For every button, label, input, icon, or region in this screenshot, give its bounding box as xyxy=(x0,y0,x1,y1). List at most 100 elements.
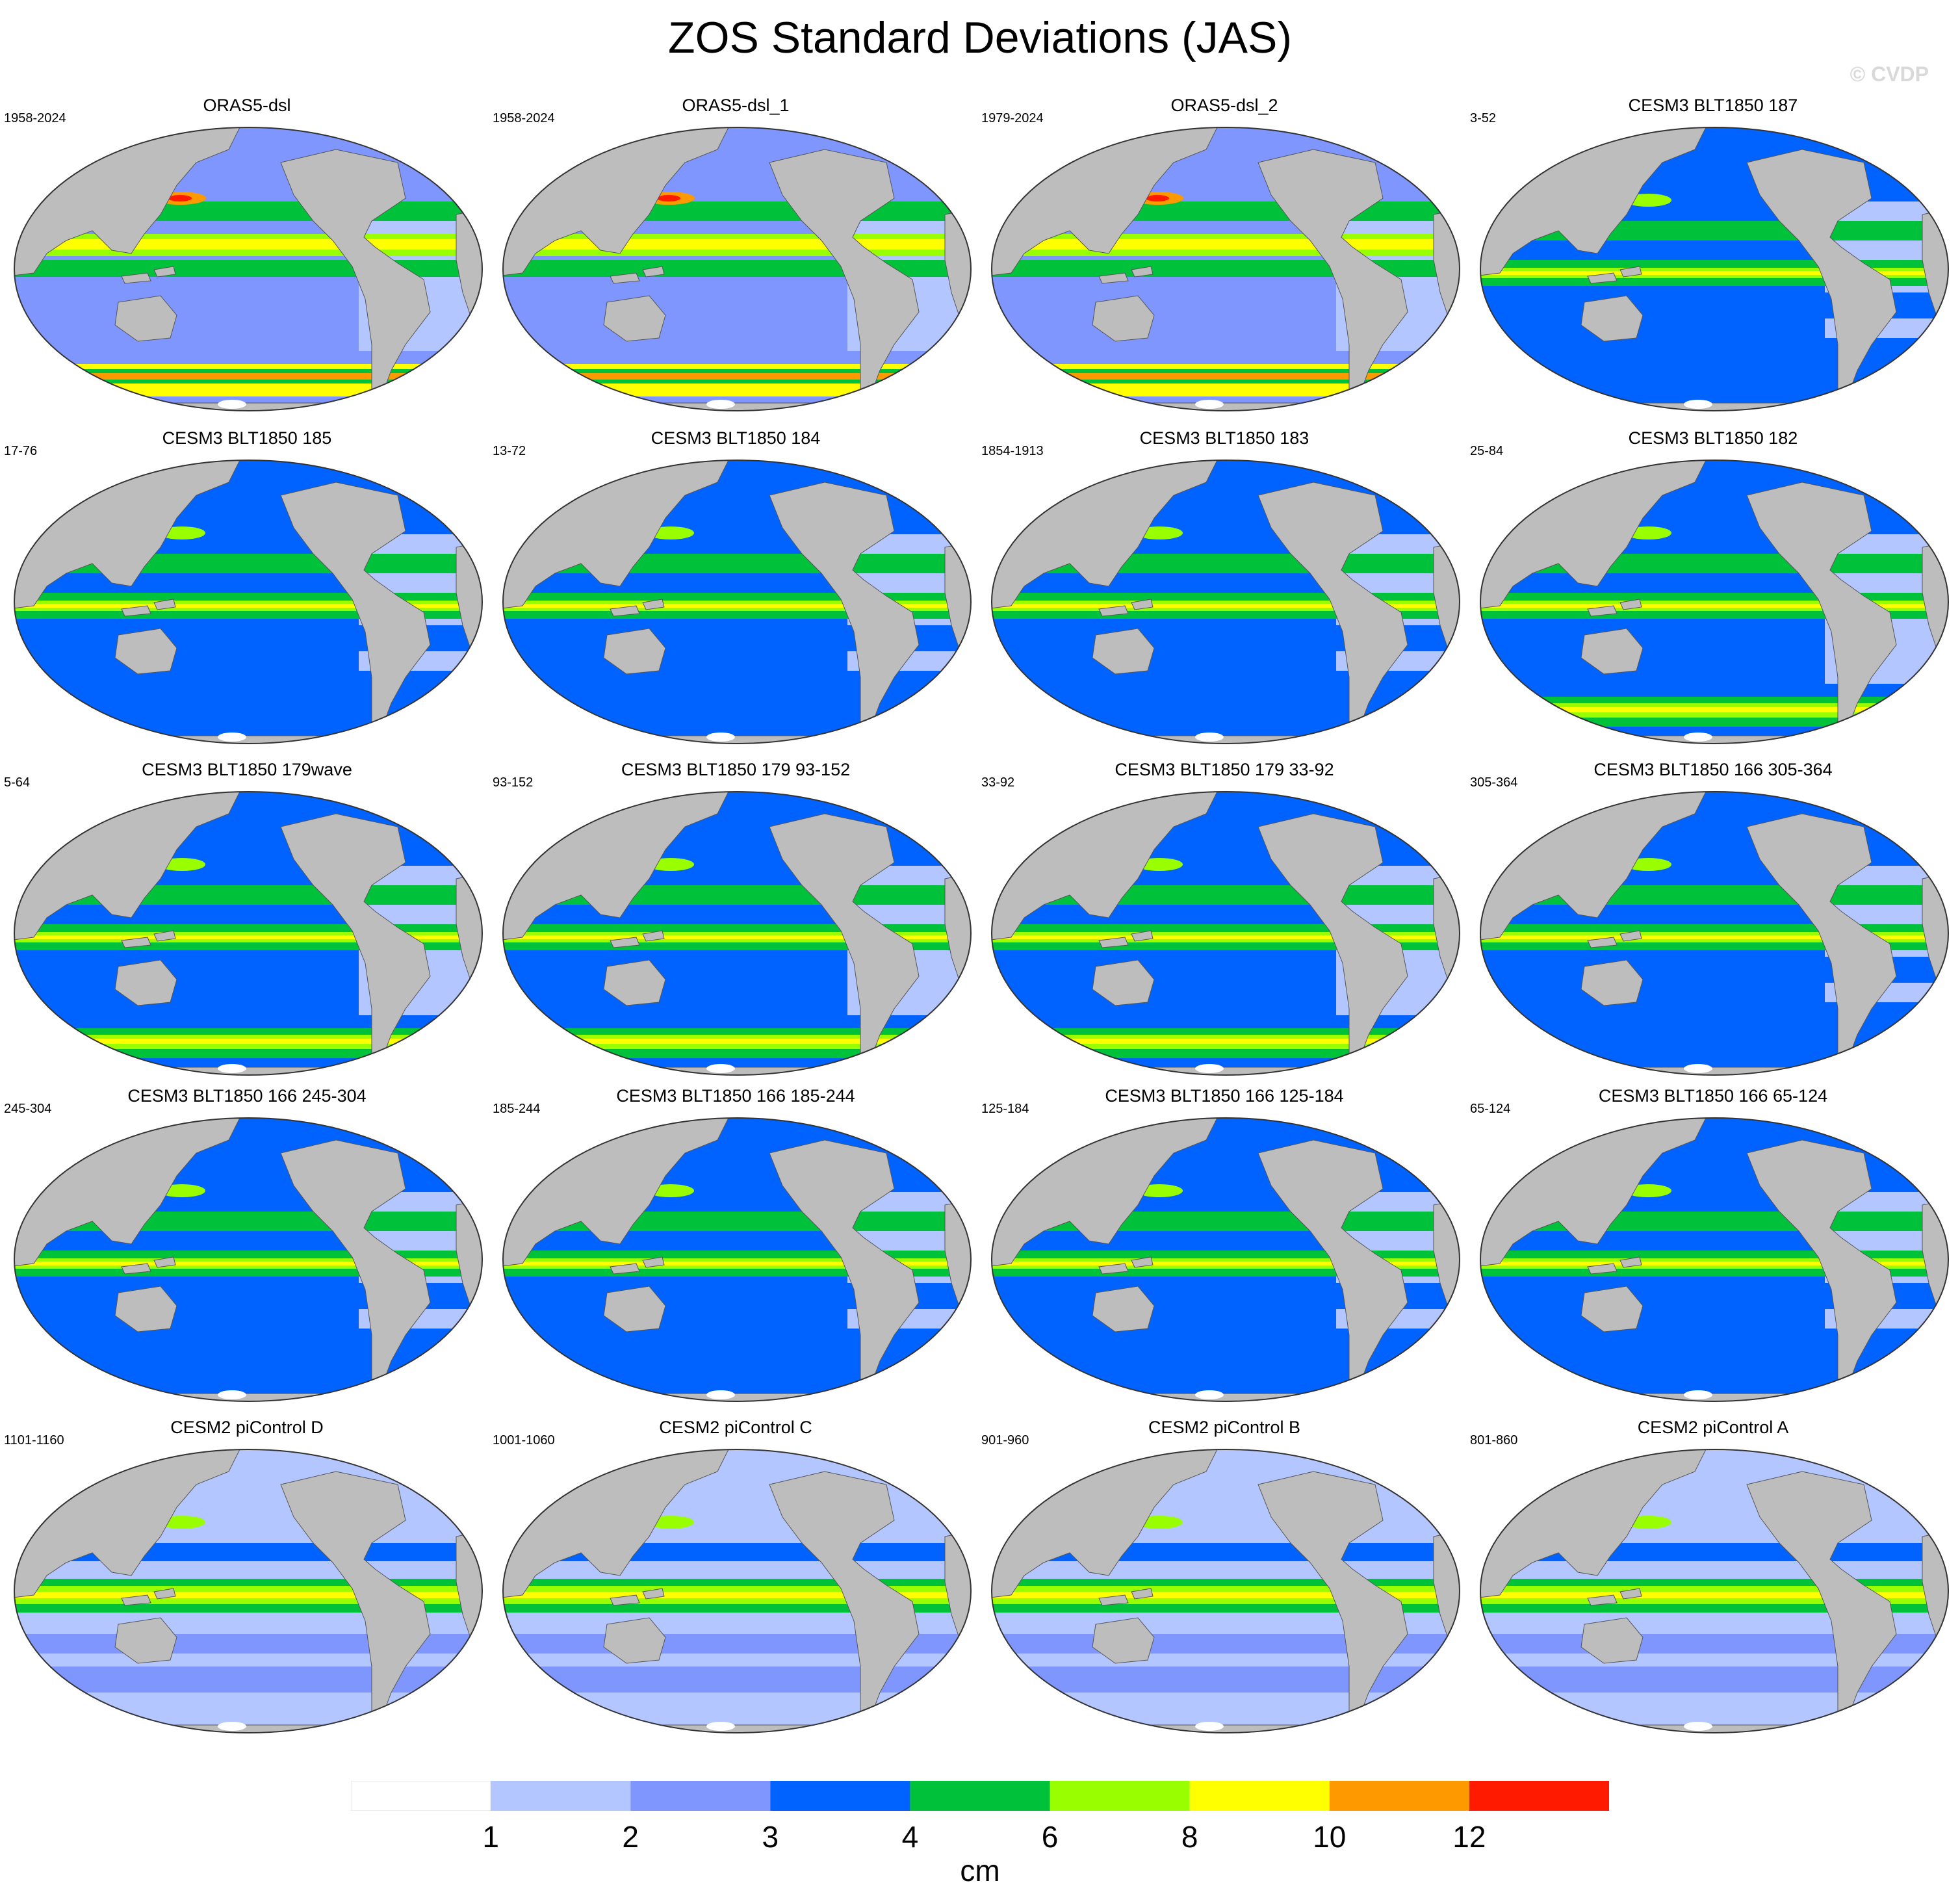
panel-years: 305-364 xyxy=(1470,775,1518,790)
map-panel: CESM3 BLT1850 166 245-304 245-304 xyxy=(3,1085,491,1408)
world-map xyxy=(502,1117,972,1402)
map-panel: CESM2 piControl D 1101-1160 xyxy=(3,1417,491,1739)
cvdp-watermark: © CVDP xyxy=(1850,62,1929,86)
panel-title: CESM3 BLT1850 179 33-92 xyxy=(1115,760,1334,779)
ocean-field xyxy=(992,127,1460,411)
world-map xyxy=(14,1117,483,1402)
panel-years: 25-84 xyxy=(1470,444,1504,458)
world-map xyxy=(1480,127,1949,411)
map-panel: CESM3 BLT1850 182 25-84 xyxy=(1469,428,1957,750)
panel-years: 33-92 xyxy=(981,775,1015,790)
colorbar-units: cm xyxy=(960,1854,1000,1888)
world-map xyxy=(991,1117,1460,1402)
ocean-field xyxy=(992,460,1460,744)
panel-title: ORAS5-dsl xyxy=(203,96,291,115)
ocean-field xyxy=(503,460,971,744)
panel-title: CESM2 piControl B xyxy=(1148,1418,1301,1437)
world-map xyxy=(14,1449,483,1733)
map-panel: ORAS5-dsl_2 1979-2024 xyxy=(980,95,1469,417)
map-panel: ORAS5-dsl 1958-2024 xyxy=(3,95,491,417)
panel-title: CESM3 BLT1850 166 65-124 xyxy=(1598,1086,1828,1106)
world-map xyxy=(502,791,972,1076)
colorbar-tick-label: 6 xyxy=(1041,1820,1059,1854)
panel-years: 5-64 xyxy=(4,775,31,790)
ocean-field xyxy=(14,460,482,744)
world-map xyxy=(502,460,972,744)
panel-title: CESM3 BLT1850 166 125-184 xyxy=(1105,1086,1344,1106)
world-map xyxy=(14,127,483,411)
ocean-field xyxy=(1480,1449,1948,1733)
panel-title: CESM3 BLT1850 179wave xyxy=(142,760,352,779)
ocean-field xyxy=(503,1118,971,1401)
panel-years: 801-860 xyxy=(1470,1433,1518,1447)
ocean-field xyxy=(1480,127,1948,411)
panel-title: CESM2 piControl D xyxy=(170,1418,324,1437)
world-map xyxy=(502,127,972,411)
panel-years: 1958-2024 xyxy=(4,111,66,125)
colorbar-segment xyxy=(1050,1781,1190,1811)
panel-years: 3-52 xyxy=(1470,111,1497,125)
panel-years: 1958-2024 xyxy=(493,111,555,125)
world-map xyxy=(14,791,483,1076)
ocean-field xyxy=(14,127,482,411)
map-panel: CESM3 BLT1850 179 33-92 33-92 xyxy=(980,759,1469,1082)
panel-title: CESM3 BLT1850 166 305-364 xyxy=(1593,760,1833,779)
colorbar-segment xyxy=(1469,1781,1609,1811)
panel-title: ORAS5-dsl_1 xyxy=(682,96,790,115)
colorbar-tick-label: 3 xyxy=(762,1820,779,1854)
colorbar-tick-label: 12 xyxy=(1452,1820,1486,1854)
colorbar-tick-label: 10 xyxy=(1313,1820,1347,1854)
map-panel: CESM2 piControl A 801-860 xyxy=(1469,1417,1957,1739)
ocean-field xyxy=(14,1118,482,1401)
colorbar-segment xyxy=(1329,1781,1469,1811)
panel-years: 17-76 xyxy=(4,444,38,458)
panel-title: CESM3 BLT1850 183 xyxy=(1139,428,1309,448)
panel-title: CESM3 BLT1850 185 xyxy=(162,428,332,448)
panel-years: 1101-1160 xyxy=(4,1433,64,1447)
world-map xyxy=(991,791,1460,1076)
colorbar-tick-label: 2 xyxy=(622,1820,639,1854)
colorbar-segment xyxy=(910,1781,1050,1811)
world-map xyxy=(991,460,1460,744)
panel-years: 1854-1913 xyxy=(981,444,1044,458)
world-map xyxy=(502,1449,972,1733)
panel-years: 13-72 xyxy=(493,444,526,458)
panel-years: 65-124 xyxy=(1470,1102,1511,1116)
map-panel: CESM3 BLT1850 166 185-244 185-244 xyxy=(491,1085,980,1408)
panel-title: CESM3 BLT1850 182 xyxy=(1628,428,1798,448)
ocean-field xyxy=(14,1449,482,1733)
colorbar-tick-label: 4 xyxy=(901,1820,919,1854)
map-panel: CESM3 BLT1850 187 3-52 xyxy=(1469,95,1957,417)
map-panel: CESM3 BLT1850 166 305-364 305-364 xyxy=(1469,759,1957,1082)
colorbar-segment xyxy=(1189,1781,1330,1811)
ocean-field xyxy=(1480,1118,1948,1401)
ocean-field xyxy=(14,792,482,1075)
world-map xyxy=(1480,1449,1949,1733)
map-panel: CESM3 BLT1850 166 65-124 65-124 xyxy=(1469,1085,1957,1408)
panel-title: CESM3 BLT1850 179 93-152 xyxy=(621,760,851,779)
world-map xyxy=(991,127,1460,411)
panel-title: ORAS5-dsl_2 xyxy=(1170,96,1278,115)
panel-years: 901-960 xyxy=(981,1433,1029,1447)
panel-title: CESM3 BLT1850 184 xyxy=(651,428,821,448)
map-panel: CESM3 BLT1850 184 13-72 xyxy=(491,428,980,750)
colorbar-segment xyxy=(491,1781,631,1811)
colorbar-tick-label: 8 xyxy=(1181,1820,1198,1854)
panel-title: CESM3 BLT1850 166 185-244 xyxy=(616,1086,855,1106)
panel-years: 185-244 xyxy=(493,1102,541,1116)
colorbar-segment xyxy=(630,1781,771,1811)
panel-years: 245-304 xyxy=(4,1102,52,1116)
panel-years: 125-184 xyxy=(981,1102,1029,1116)
colorbar-segment xyxy=(770,1781,910,1811)
ocean-field xyxy=(1480,792,1948,1075)
map-panel: CESM3 BLT1850 185 17-76 xyxy=(3,428,491,750)
world-map xyxy=(1480,1117,1949,1402)
world-map xyxy=(1480,791,1949,1076)
ocean-field xyxy=(503,1449,971,1733)
map-panel: CESM3 BLT1850 179 93-152 93-152 xyxy=(491,759,980,1082)
ocean-field xyxy=(992,1118,1460,1401)
panel-title: CESM2 piControl C xyxy=(659,1418,812,1437)
ocean-field xyxy=(992,792,1460,1075)
ocean-field xyxy=(503,792,971,1075)
ocean-field xyxy=(992,1449,1460,1733)
